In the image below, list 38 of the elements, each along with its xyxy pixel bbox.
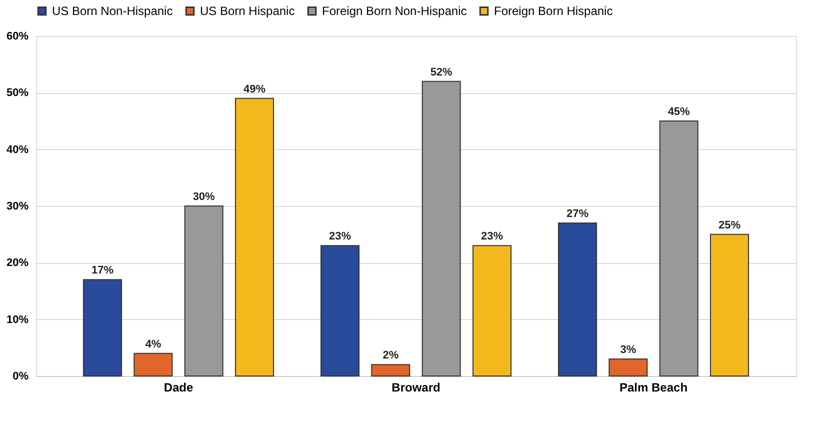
- bar: [134, 352, 173, 376]
- data-label: 17%: [91, 264, 114, 277]
- data-label: 2%: [382, 350, 399, 362]
- data-label: 45%: [668, 106, 690, 118]
- y-tick-label: 60%: [6, 30, 29, 42]
- bar: [608, 358, 648, 376]
- bar: [184, 206, 224, 376]
- bar: [472, 245, 512, 376]
- legend-label: US Born Non-Hispanic: [52, 4, 173, 18]
- bar: [659, 120, 698, 376]
- data-label: 25%: [718, 219, 741, 232]
- data-label: 23%: [328, 230, 352, 243]
- y-tick-label: 10%: [6, 314, 29, 326]
- x-tick-label: Broward: [392, 380, 440, 394]
- bar: [235, 98, 274, 376]
- data-label: 27%: [566, 208, 589, 220]
- bar: [371, 364, 410, 376]
- data-label: 52%: [430, 66, 453, 78]
- bar: [558, 222, 597, 376]
- bar: [83, 279, 122, 376]
- legend-label: US Born Hispanic: [200, 4, 295, 18]
- bar: [320, 245, 360, 376]
- y-tick-label: 50%: [6, 87, 29, 100]
- data-label: 49%: [243, 83, 266, 96]
- y-tick-label: 40%: [6, 144, 29, 156]
- data-label: 3%: [620, 344, 636, 356]
- y-tick-label: 30%: [6, 200, 29, 212]
- data-label: 23%: [480, 230, 504, 243]
- bar: [710, 234, 749, 376]
- x-tick-label: Dade: [164, 380, 194, 394]
- data-label: 30%: [192, 191, 216, 203]
- y-tick-label: 20%: [6, 257, 29, 270]
- bar: [422, 80, 461, 376]
- legend-label: Foreign Born Hispanic: [494, 4, 613, 18]
- legend-label: Foreign Born Non-Hispanic: [322, 4, 467, 18]
- y-tick-label: 0%: [12, 370, 29, 382]
- data-label: 4%: [145, 338, 162, 350]
- x-tick-label: Palm Beach: [619, 380, 688, 394]
